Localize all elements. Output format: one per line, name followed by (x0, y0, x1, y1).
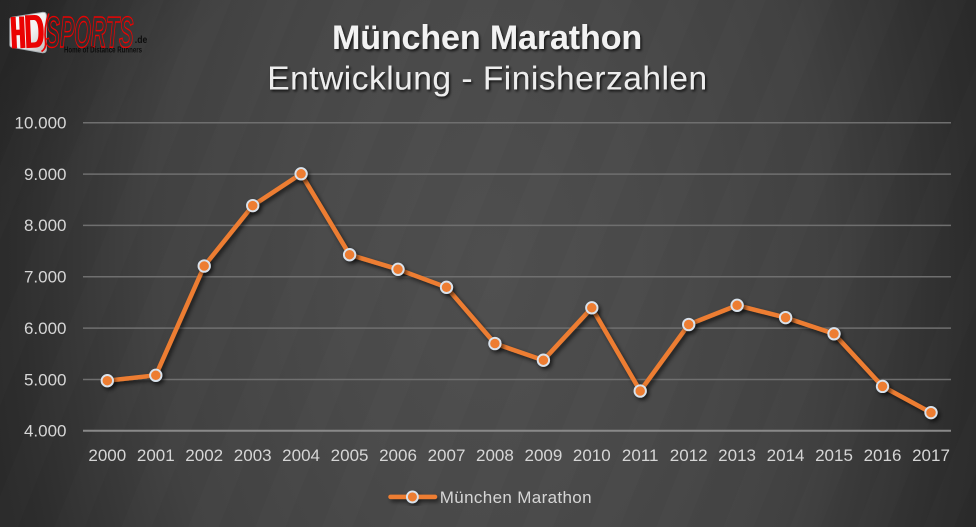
svg-text:2007: 2007 (428, 446, 466, 465)
svg-text:4.000: 4.000 (24, 422, 67, 441)
svg-text:Entwicklung - Finisherzahlen: Entwicklung - Finisherzahlen (267, 60, 707, 97)
svg-text:9.000: 9.000 (24, 165, 67, 184)
svg-text:6.000: 6.000 (24, 319, 67, 338)
svg-text:2005: 2005 (331, 446, 369, 465)
svg-text:2013: 2013 (718, 446, 756, 465)
svg-text:.de: .de (135, 35, 148, 46)
svg-text:2006: 2006 (379, 446, 417, 465)
svg-text:2011: 2011 (622, 446, 659, 465)
svg-text:2003: 2003 (234, 446, 272, 465)
svg-text:2008: 2008 (476, 446, 514, 465)
svg-text:2016: 2016 (864, 446, 902, 465)
svg-text:2015: 2015 (815, 446, 853, 465)
svg-text:2001: 2001 (137, 446, 175, 465)
svg-text:2010: 2010 (573, 446, 611, 465)
svg-text:München Marathon: München Marathon (332, 19, 642, 57)
svg-text:8.000: 8.000 (24, 216, 67, 235)
svg-text:2004: 2004 (282, 446, 320, 465)
svg-text:2014: 2014 (767, 446, 805, 465)
svg-text:5.000: 5.000 (24, 370, 67, 389)
svg-text:2000: 2000 (88, 446, 126, 465)
svg-text:2009: 2009 (524, 446, 562, 465)
svg-text:2002: 2002 (185, 446, 223, 465)
svg-text:7.000: 7.000 (24, 268, 67, 287)
svg-text:2017: 2017 (912, 446, 950, 465)
svg-text:München Marathon: München Marathon (440, 488, 592, 507)
svg-text:Home of Distance Runners: Home of Distance Runners (64, 46, 142, 55)
svg-text:2012: 2012 (670, 446, 708, 465)
svg-text:10.000: 10.000 (15, 114, 67, 133)
svg-text:SPORTS: SPORTS (46, 8, 134, 57)
